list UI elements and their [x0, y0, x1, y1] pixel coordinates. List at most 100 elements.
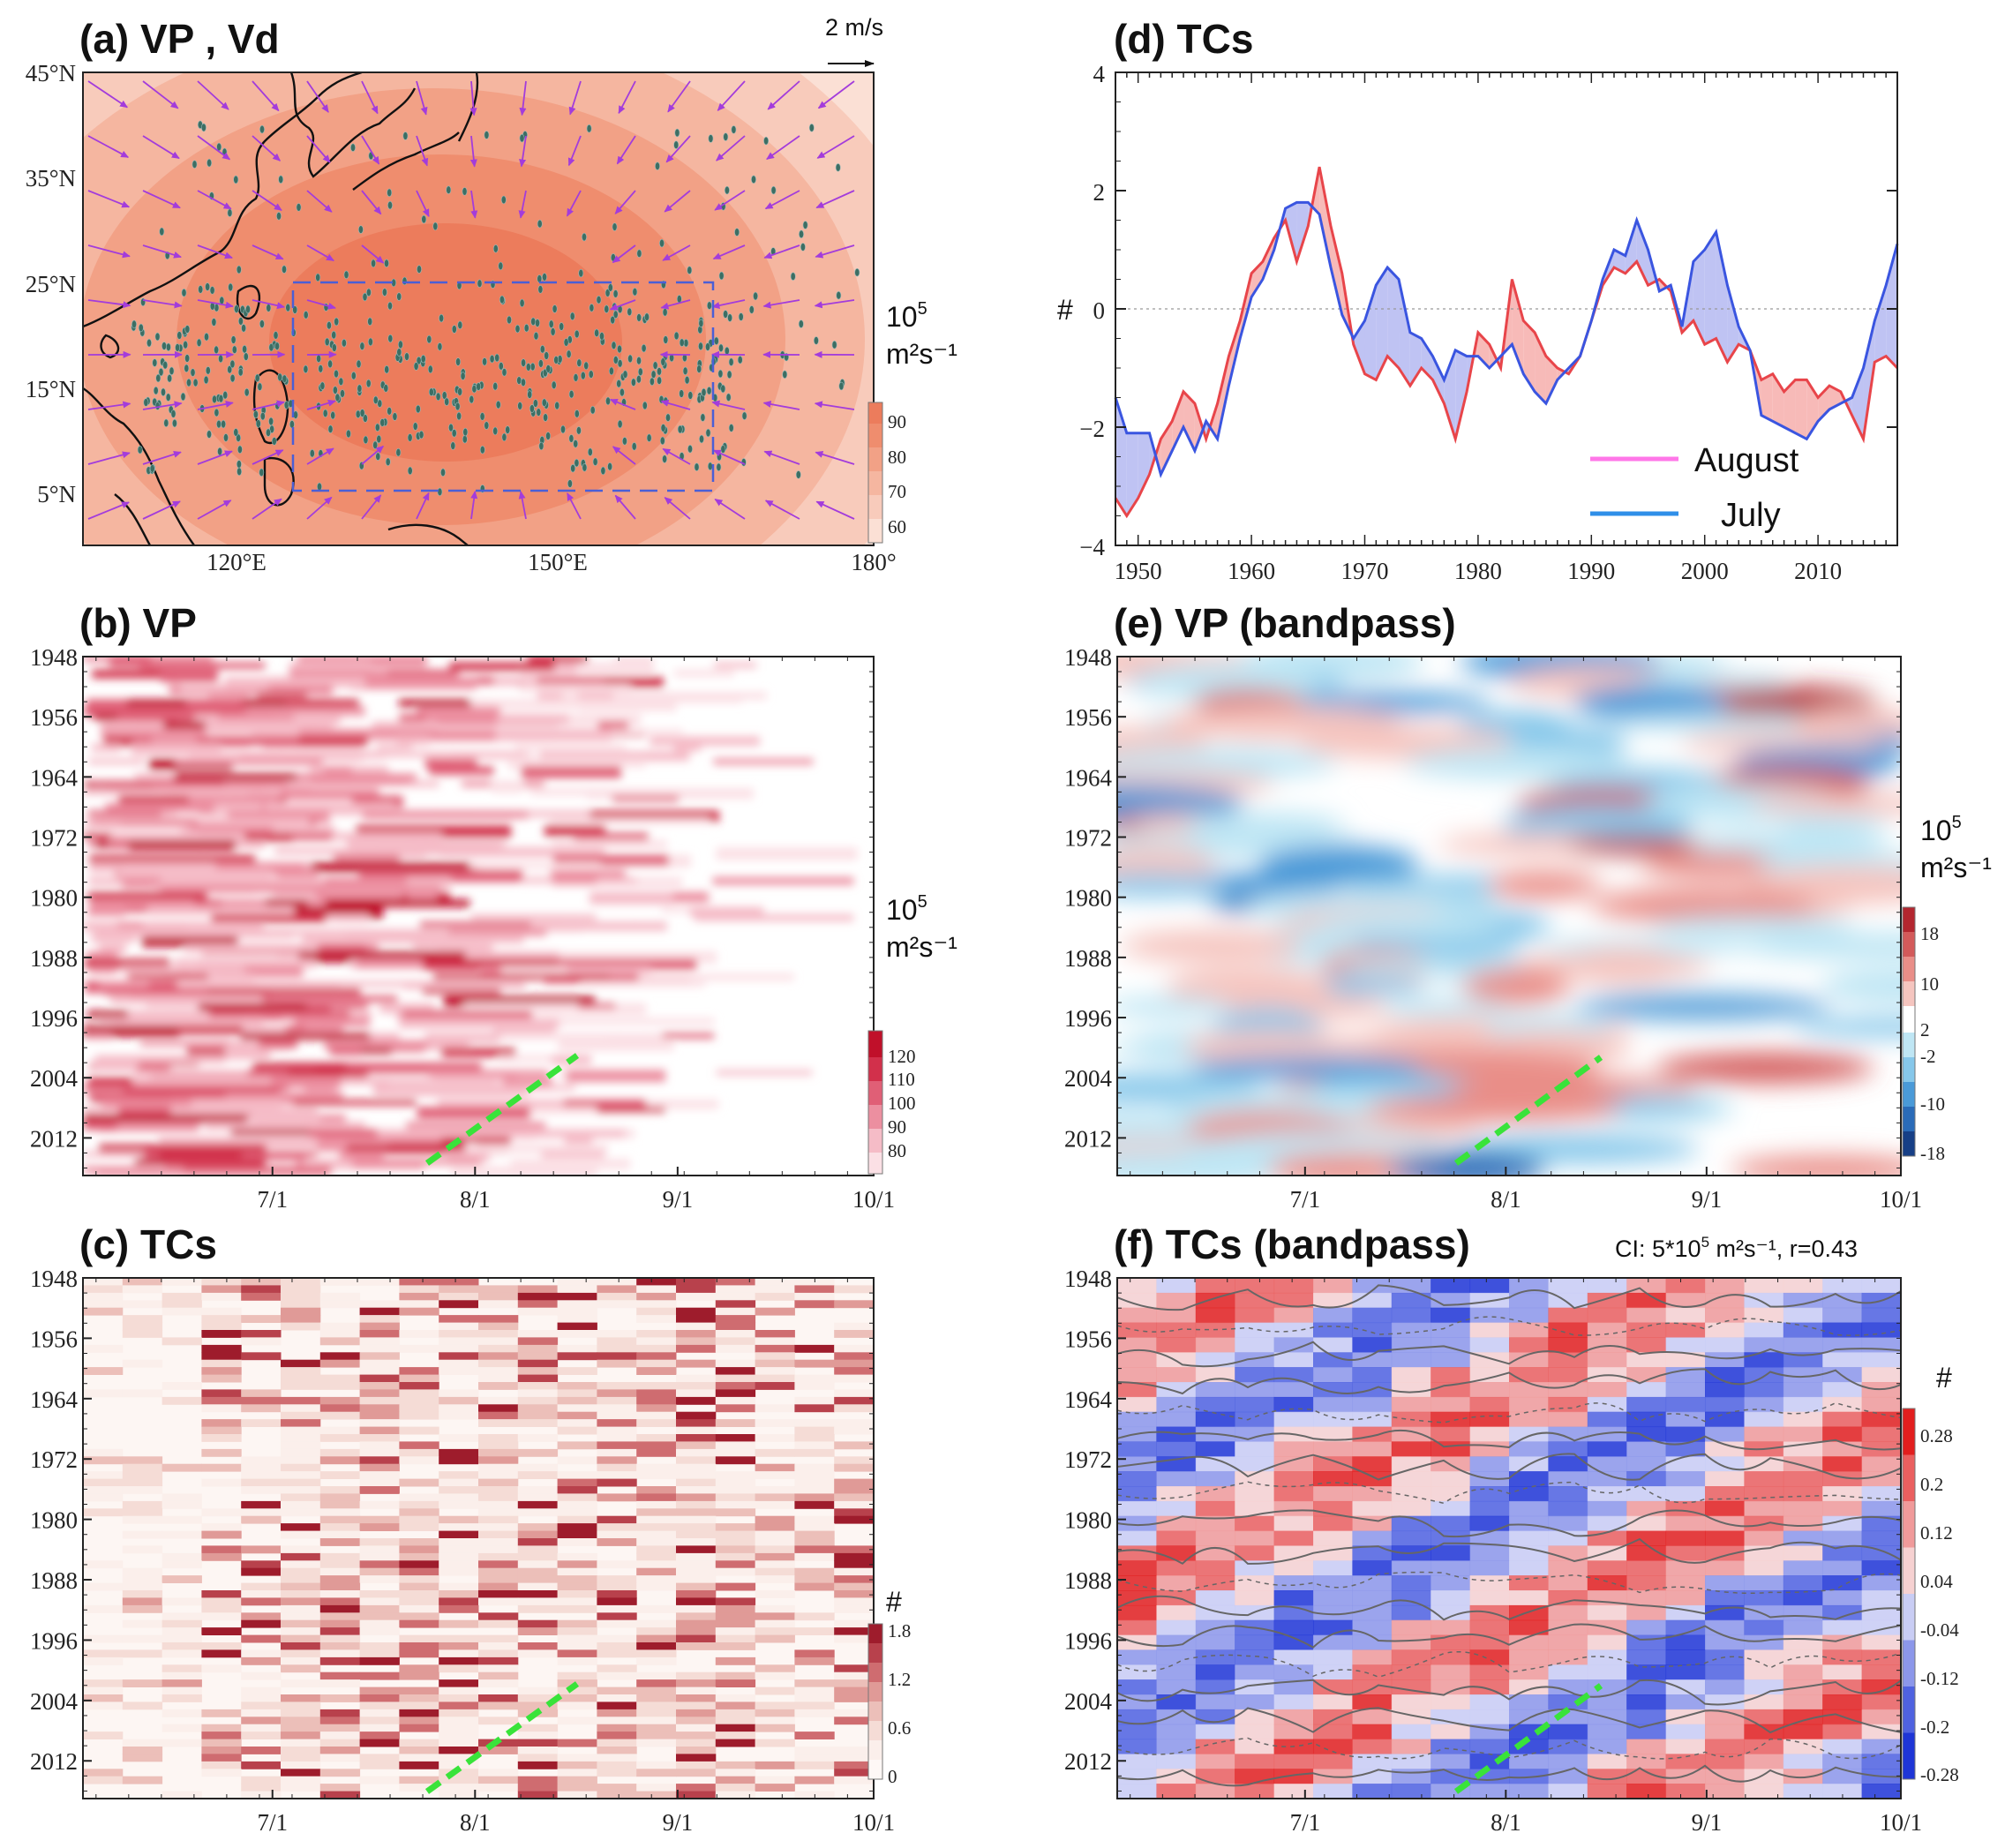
wind-vector — [142, 299, 183, 309]
tc-bandpass-cell — [1626, 1530, 1667, 1546]
vp-anomaly-blob — [1573, 995, 1832, 1018]
tc-bandpass-cell — [1469, 1278, 1510, 1294]
tc-count-cell — [439, 1389, 479, 1398]
vp-streak — [133, 1070, 248, 1076]
tc-count-cell — [636, 1530, 677, 1539]
tc-genesis-point — [738, 312, 744, 321]
vp-contour — [1117, 1764, 1901, 1787]
tc-count-cell — [478, 1493, 519, 1502]
tc-count-cell — [319, 1292, 361, 1301]
tc-count-cell — [557, 1575, 597, 1583]
tc-count-cell — [439, 1367, 479, 1375]
panel-f-note-suffix: m²s⁻¹, r=0.43 — [1709, 1236, 1858, 1262]
tc-genesis-point — [212, 394, 217, 404]
tc-count-cell — [201, 1278, 242, 1286]
vp-streak — [649, 1033, 715, 1039]
vp-streak — [271, 780, 312, 791]
vp-anomaly-blob — [1656, 1053, 1874, 1083]
tc-bandpass-cell — [1431, 1367, 1471, 1383]
tc-genesis-point — [219, 296, 225, 305]
tc-genesis-point — [451, 429, 457, 438]
tc-count-cell — [281, 1463, 321, 1472]
panel-b-unit-line2: m²s⁻¹ — [886, 931, 957, 963]
panel-d-legend: August July — [1590, 442, 1799, 534]
panel-f-note: CI: 5*105 m²s⁻¹, r=0.43 — [1615, 1234, 1858, 1262]
tc-genesis-point — [184, 364, 190, 372]
tc-bandpass-cell — [1509, 1307, 1549, 1324]
tc-count-cell — [319, 1724, 361, 1732]
tc-count-cell — [676, 1344, 717, 1353]
cbar-e-2: 2 — [1920, 1019, 1930, 1040]
tc-count-cell — [281, 1754, 321, 1762]
tc-count-cell — [755, 1434, 795, 1442]
tc-count-cell — [597, 1471, 637, 1479]
vp-streak — [177, 1025, 243, 1034]
tc-count-cell — [399, 1694, 439, 1702]
tc-genesis-point — [375, 452, 381, 461]
wind-vector — [614, 190, 636, 214]
tc-bandpass-cell — [1626, 1411, 1667, 1428]
cbar-b-80: 80 — [888, 1140, 906, 1161]
tc-count-cell — [676, 1322, 717, 1331]
tc-genesis-point — [708, 134, 714, 143]
vp-streak — [292, 980, 438, 987]
tc-genesis-point — [720, 384, 726, 394]
tc-count-cell — [161, 1634, 202, 1643]
diff-fill-segment — [1727, 285, 1739, 363]
tc-count-cell — [715, 1552, 756, 1561]
tc-genesis-point — [420, 355, 426, 364]
tc-genesis-point — [544, 351, 550, 360]
tc-bandpass-cell — [1431, 1679, 1471, 1695]
tc-genesis-point — [371, 259, 376, 268]
tc-count-cell — [439, 1285, 479, 1294]
tc-count-cell — [715, 1642, 756, 1650]
tc-count-cell — [794, 1538, 835, 1546]
vp-streak — [367, 803, 395, 811]
tc-count-cell — [715, 1791, 756, 1799]
tc-count-cell — [597, 1434, 637, 1442]
tc-bandpass-cell — [1195, 1679, 1235, 1695]
vp-streak — [127, 973, 208, 980]
tc-bandpass-cell — [1783, 1634, 1823, 1650]
tc-count-cell — [201, 1463, 242, 1472]
tc-genesis-point — [274, 342, 280, 350]
tc-count-cell — [597, 1717, 637, 1725]
tc-genesis-point — [835, 163, 841, 172]
tc-count-cell — [399, 1724, 439, 1732]
cbar-f-minus0-04: -0.04 — [1920, 1619, 1959, 1641]
vp-streak — [87, 810, 161, 816]
diff-fill-segment — [1376, 267, 1388, 380]
vp-contour — [1117, 1537, 1901, 1565]
panel-c-colorbar: 1.8 1.2 0.6 0 — [867, 1620, 911, 1787]
tc-count-cell — [517, 1582, 559, 1591]
tc-count-cell — [399, 1717, 439, 1725]
tc-bandpass-cell — [1587, 1784, 1627, 1799]
tc-bandpass-cell — [1469, 1560, 1510, 1576]
tc-count-cell — [359, 1330, 400, 1338]
tc-bandpass-cell — [1705, 1322, 1745, 1338]
tc-bandpass-cell — [1744, 1664, 1784, 1680]
tc-bandpass-cell — [1705, 1411, 1745, 1428]
wind-vector — [361, 135, 380, 165]
tc-bandpass-cell — [1352, 1604, 1393, 1621]
tc-genesis-point — [636, 313, 642, 322]
tc-count-cell — [557, 1656, 597, 1665]
tc-count-cell — [517, 1337, 559, 1346]
tc-count-cell — [122, 1330, 163, 1338]
tc-count-cell — [319, 1791, 361, 1799]
vp-streak — [226, 1144, 267, 1153]
tc-bandpass-cell — [1313, 1575, 1353, 1591]
tc-count-cell — [319, 1396, 361, 1405]
tc-count-cell — [557, 1441, 597, 1450]
tc-bandpass-cell — [1391, 1784, 1431, 1799]
tc-genesis-point — [505, 425, 511, 434]
tc-count-cell — [122, 1515, 163, 1524]
tc-genesis-point — [236, 265, 242, 274]
tc-count-cell — [597, 1330, 637, 1338]
vp-streak — [190, 825, 223, 831]
tc-count-cell — [794, 1575, 835, 1583]
tc-count-cell — [439, 1486, 479, 1494]
tc-bandpass-cell — [1509, 1545, 1549, 1561]
panel-e-unit-base: 10 — [1920, 815, 1952, 846]
tc-count-cell — [755, 1352, 795, 1361]
